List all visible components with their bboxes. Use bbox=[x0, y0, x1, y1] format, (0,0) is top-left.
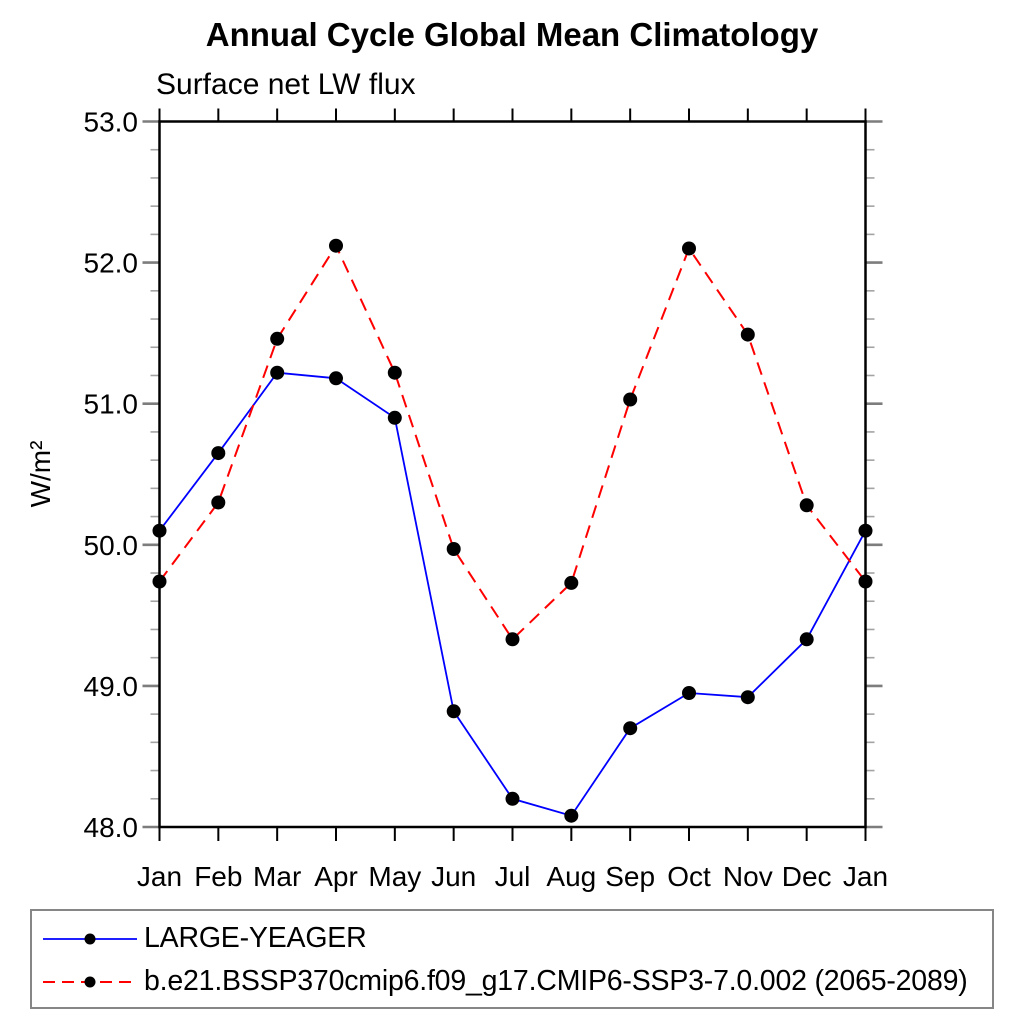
data-point bbox=[740, 327, 755, 342]
data-point bbox=[858, 523, 873, 538]
x-tick-label: Oct bbox=[667, 861, 711, 892]
x-tick-label: Dec bbox=[782, 861, 832, 892]
data-point bbox=[682, 686, 696, 700]
y-tick-label: 52.0 bbox=[84, 248, 139, 279]
x-tick-label: Jan bbox=[843, 861, 888, 892]
data-point bbox=[387, 365, 402, 380]
y-tick-label: 53.0 bbox=[84, 107, 139, 138]
data-point bbox=[564, 575, 579, 590]
x-tick-label: Nov bbox=[723, 861, 773, 892]
y-tick-label: 51.0 bbox=[84, 389, 139, 420]
data-point bbox=[799, 632, 814, 647]
legend-label: b.e21.BSSP370cmip6.f09_g17.CMIP6-SSP3-7.… bbox=[144, 965, 968, 997]
legend: LARGE-YEAGER b.e21.BSSP370cmip6.f09_g17.… bbox=[30, 909, 994, 1009]
data-point bbox=[329, 371, 343, 386]
data-point bbox=[682, 241, 696, 256]
data-point bbox=[505, 632, 520, 647]
legend-item: LARGE-YEAGER bbox=[32, 917, 992, 960]
x-tick-label: Jan bbox=[137, 861, 182, 892]
legend-sample-marker bbox=[84, 933, 96, 944]
x-tick-label: Mar bbox=[253, 861, 301, 892]
data-point bbox=[740, 690, 755, 705]
series-line-1 bbox=[158, 243, 867, 641]
data-point bbox=[623, 392, 638, 407]
chart-title: Annual Cycle Global Mean Climatology bbox=[205, 16, 819, 53]
data-point bbox=[270, 365, 285, 380]
x-tick-label: May bbox=[368, 861, 421, 892]
data-point bbox=[152, 523, 167, 538]
data-point bbox=[387, 410, 402, 425]
legend-sample-marker bbox=[84, 976, 96, 987]
plot-border bbox=[158, 120, 867, 829]
legend-line-sample-solid bbox=[43, 933, 137, 944]
y-tick-label: 49.0 bbox=[84, 671, 139, 702]
series-line-0 bbox=[158, 371, 867, 817]
y-tick-label: 48.0 bbox=[84, 812, 139, 843]
plot-area: 48.0 49.0 50.0 51.0 52.0 53.0 Jan Feb Mar Apr May J… bbox=[84, 107, 889, 893]
data-point bbox=[329, 238, 343, 253]
legend-line-sample-dashed bbox=[43, 976, 137, 987]
data-point bbox=[799, 498, 814, 513]
data-point bbox=[446, 704, 461, 719]
data-point bbox=[858, 574, 873, 589]
data-point bbox=[152, 574, 167, 589]
legend-item: b.e21.BSSP370cmip6.f09_g17.CMIP6-SSP3-7.… bbox=[32, 960, 992, 1003]
x-tick-label: Sep bbox=[605, 861, 655, 892]
data-point bbox=[211, 446, 226, 461]
chart-subtitle: Surface net LW flux bbox=[156, 68, 416, 101]
data-point bbox=[564, 808, 579, 823]
y-tick-label: 50.0 bbox=[84, 530, 139, 561]
x-tick-label: Aug bbox=[546, 861, 596, 892]
data-point bbox=[623, 721, 638, 736]
x-tick-label: Apr bbox=[314, 861, 358, 892]
data-point bbox=[446, 542, 461, 556]
data-point bbox=[270, 331, 285, 346]
x-tick-label: Jul bbox=[495, 861, 531, 892]
data-point bbox=[211, 495, 226, 510]
data-point bbox=[505, 791, 520, 806]
x-tick-label: Feb bbox=[194, 861, 242, 892]
x-tick-label: Jun bbox=[431, 861, 476, 892]
legend-label: LARGE-YEAGER bbox=[144, 922, 367, 954]
